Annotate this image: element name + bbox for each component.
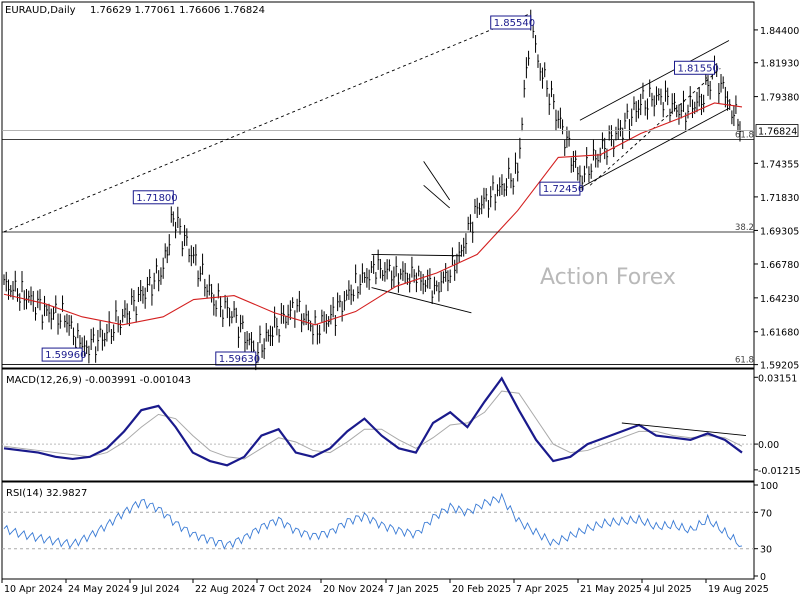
macd-tick-label: -0.012158	[758, 466, 800, 477]
rsi-tick-label: 0	[760, 572, 766, 583]
time-tick-label: 24 May 2024	[68, 584, 130, 595]
macd-divergence-line	[621, 422, 747, 437]
rsi-axis-ticks: 100 70 30 0	[754, 481, 778, 583]
channel-upper-line	[579, 40, 730, 121]
price-tick-label: 1.79380	[760, 93, 799, 104]
channel-lower-line	[579, 107, 730, 189]
rsi-line	[3, 492, 743, 550]
price-level-label: 1.81550	[678, 63, 719, 74]
moving-average-line	[3, 102, 743, 326]
price-level-label-box	[674, 60, 716, 75]
macd-tick-label: 0.03151	[758, 373, 797, 384]
price-tick-label: 1.64230	[760, 294, 799, 305]
fib-label: 61.8	[735, 131, 754, 141]
rsi-tick-label: 30	[760, 545, 772, 556]
macd-tick-label: 0.00	[758, 440, 779, 451]
chart-header-ohlc: 1.76629 1.77061 1.76606 1.76824	[90, 5, 265, 16]
flag-lower-line	[371, 287, 472, 314]
rsi-tick-label: 100	[760, 481, 778, 492]
time-tick-label: 19 Aug 2025	[708, 584, 769, 595]
price-annotations: 1.59960 1.71800 1.59630 1.85540 1.72450 1.815…	[41, 14, 719, 366]
time-tick-label: 21 May 2025	[580, 584, 642, 595]
price-level-label-box	[132, 190, 174, 205]
price-axis-ticks: 1.84400 1.81930 1.79380 1.76824 1.74355 1.718…	[754, 26, 799, 372]
fib-label: 61.8	[735, 356, 754, 366]
time-tick-label: 7 Oct 2024	[259, 584, 312, 595]
rsi-panel	[1, 481, 755, 580]
macd-title: MACD(12,26,9) -0.003991 -0.001043	[6, 375, 191, 386]
time-tick-label: 4 Jul 2025	[644, 584, 692, 595]
macd-axis-ticks: 0.03151 0.00 -0.012158	[754, 373, 800, 477]
time-tick-label: 22 Aug 2024	[195, 584, 256, 595]
macd-panel	[1, 368, 755, 482]
price-tick-label: 1.74355	[760, 159, 799, 170]
price-tick-label: 1.81930	[760, 59, 799, 70]
rsi-title: RSI(14) 32.9827	[6, 488, 87, 499]
price-tick-label: 1.59205	[760, 361, 799, 372]
price-panel	[1, 1, 755, 369]
price-level-label: 1.59630	[219, 354, 260, 365]
fib-label: 38.2	[735, 223, 754, 233]
price-level-label: 1.72450	[543, 184, 584, 195]
macd-line	[3, 376, 743, 467]
time-tick-label: 9 Jul 2024	[132, 584, 180, 595]
price-level-label-box	[539, 181, 581, 196]
current-price-box	[755, 124, 799, 137]
current-price-label: 1.76824	[758, 127, 797, 138]
price-level-label: 1.59960	[45, 350, 86, 361]
time-tick-label: 20 Feb 2025	[452, 584, 511, 595]
price-level-label: 1.85540	[494, 18, 535, 29]
macd-signal-line	[3, 390, 743, 460]
watermark-text: Action Forex	[540, 265, 676, 290]
price-tick-label: 1.69305	[760, 226, 799, 237]
chart-header-symbol: EURAUD,Daily	[5, 5, 76, 16]
time-tick-label: 20 Nov 2024	[323, 584, 384, 595]
price-tick-label: 1.66780	[760, 260, 799, 271]
time-tick-label: 7 Apr 2025	[516, 584, 569, 595]
price-tick-label: 1.71830	[760, 193, 799, 204]
wedge-lower-line	[423, 184, 450, 209]
flag-upper-line	[371, 253, 462, 257]
trendline-drawings	[3, 13, 730, 314]
price-series-layer	[3, 9, 743, 371]
channel-mid-dashed	[589, 68, 721, 186]
price-tick-label: 1.84400	[760, 26, 799, 37]
rsi-tick-label: 70	[760, 508, 772, 519]
time-tick-label: 10 Apr 2024	[4, 584, 63, 595]
time-tick-label: 7 Jan 2025	[388, 584, 439, 595]
wedge-upper-line	[423, 161, 451, 201]
time-axis-ticks: 10 Apr 2024 24 May 2024 9 Jul 2024 22 Aug 2…	[1, 579, 769, 595]
price-level-label: 1.71800	[136, 193, 177, 204]
long-dashed-trendline	[3, 13, 530, 233]
macd-series-layer	[2, 376, 754, 467]
price-level-label-box	[41, 347, 83, 362]
fibonacci-levels: 61.8 38.2 61.8	[2, 130, 754, 366]
rsi-series-layer	[2, 492, 754, 550]
price-tick-label: 1.61680	[760, 328, 799, 339]
